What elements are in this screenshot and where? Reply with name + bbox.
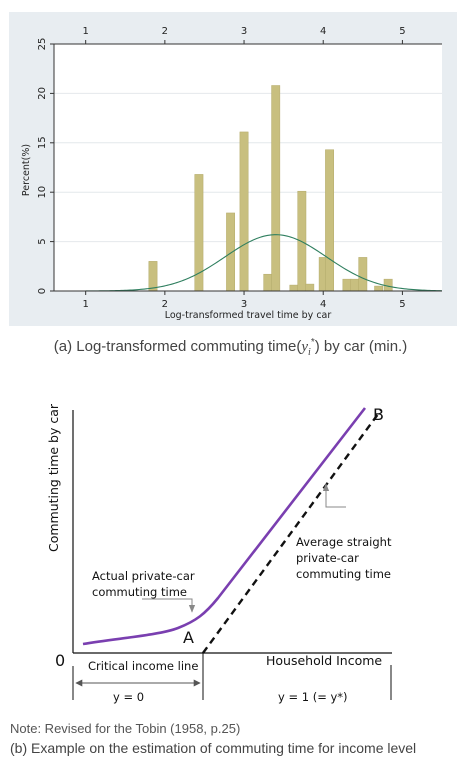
x-tick-label-5: 5 bbox=[399, 299, 405, 310]
caption-a-variable: y bbox=[301, 339, 309, 355]
caption-a-prefix: (a) Log-transformed commuting time( bbox=[53, 338, 302, 355]
actual-label-line-1: Actual private-car bbox=[92, 569, 195, 583]
caption-a-suffix: ) by car (min.) bbox=[314, 338, 408, 355]
histogram-bar-14 bbox=[374, 285, 384, 292]
y-axis-title: Commuting time by car bbox=[46, 403, 61, 552]
histogram-bar-3 bbox=[239, 131, 249, 292]
average-label-line-1: Average straight bbox=[296, 535, 392, 549]
histogram-bar-5 bbox=[271, 85, 281, 292]
axes bbox=[50, 40, 442, 295]
tobin-diagram: Commuting time by car Household Income 0… bbox=[46, 403, 392, 704]
average-commuting-line bbox=[202, 409, 382, 654]
y-tick-label-10: 10 bbox=[37, 186, 48, 199]
histogram-bar-13 bbox=[358, 257, 368, 292]
top-tick-label-4: 4 bbox=[320, 26, 326, 37]
histogram-chart: 1 2 3 4 5 1 2 3 4 5 0 5 10 15 20 25 Log-transformed tra… bbox=[21, 26, 443, 321]
average-label-line-3: commuting time bbox=[296, 567, 391, 581]
actual-pointer bbox=[142, 598, 196, 613]
figure-a-caption: (a) Log-transformed commuting time(yi*) … bbox=[0, 337, 461, 358]
top-tick-label-2: 2 bbox=[162, 26, 168, 37]
histogram-bar-10 bbox=[325, 149, 334, 292]
y1-label: y = 1 (= y*) bbox=[278, 690, 348, 704]
y-axis-title: Percent(%) bbox=[21, 144, 32, 196]
y-tick-label-25: 25 bbox=[37, 38, 48, 51]
top-tick-label-1: 1 bbox=[82, 26, 88, 37]
average-pointer bbox=[322, 483, 346, 508]
actual-label-line-2: commuting time bbox=[92, 585, 187, 599]
x-axis-title: Household Income bbox=[266, 653, 382, 668]
x-tick-label-4: 4 bbox=[320, 299, 326, 310]
x-tick-label-1: 1 bbox=[82, 299, 88, 310]
x-axis-title: Log-transformed travel time by car bbox=[165, 310, 332, 321]
average-label-line-2: private-car bbox=[296, 551, 359, 565]
histogram-bar-8 bbox=[305, 283, 315, 292]
caption-a-subscript: i bbox=[308, 347, 311, 358]
x-tick-label-3: 3 bbox=[241, 299, 247, 310]
caption-a-superscript: * bbox=[310, 337, 315, 348]
histogram-bar-4 bbox=[263, 273, 273, 292]
figure-b-caption: (b) Example on the estimation of commuti… bbox=[10, 740, 417, 756]
figure-a-panel: 1 2 3 4 5 1 2 3 4 5 0 5 10 15 20 25 Log-transformed tra… bbox=[9, 12, 457, 326]
normal-density-curve bbox=[85, 234, 443, 292]
y-tick-label-5: 5 bbox=[37, 238, 48, 244]
histogram-bar-2 bbox=[226, 212, 235, 292]
histogram-bar-6 bbox=[289, 284, 299, 292]
histogram-bar-0 bbox=[148, 261, 158, 292]
histogram-bar-11 bbox=[342, 278, 352, 292]
tick-labels: 1 2 3 4 5 1 2 3 4 5 0 5 10 15 20 25 bbox=[37, 26, 406, 310]
point-b-label: B bbox=[373, 405, 384, 424]
histogram-bar-12 bbox=[350, 278, 360, 292]
y-tick-label-15: 15 bbox=[37, 136, 48, 149]
actual-commuting-curve bbox=[82, 407, 367, 646]
y-tick-label-20: 20 bbox=[37, 87, 48, 100]
y0-label: y = 0 bbox=[113, 690, 144, 704]
top-tick-label-3: 3 bbox=[241, 26, 247, 37]
top-tick-label-5: 5 bbox=[399, 26, 405, 37]
y-tick-label-0: 0 bbox=[37, 288, 48, 294]
origin-label: 0 bbox=[55, 651, 65, 670]
critical-income-label: Critical income line bbox=[88, 659, 198, 673]
figure-note: Note: Revised for the Tobin (1958, p.25) bbox=[10, 721, 241, 736]
point-a-label: A bbox=[183, 628, 194, 647]
x-tick-label-2: 2 bbox=[162, 299, 168, 310]
